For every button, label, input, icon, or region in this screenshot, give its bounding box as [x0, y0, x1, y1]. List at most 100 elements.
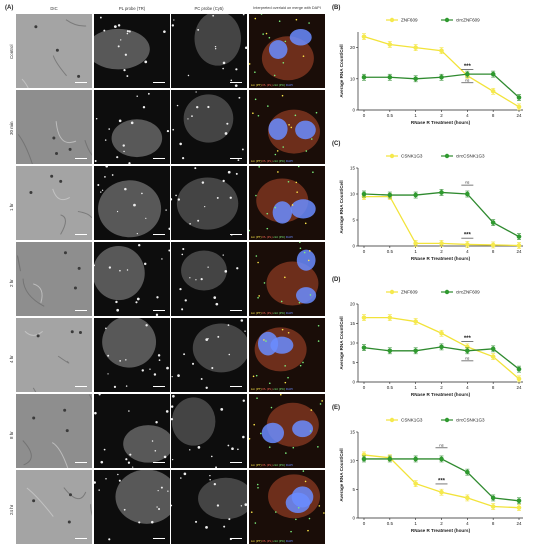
dic-image — [16, 14, 92, 88]
merge-image: Lin (PT) PL (PL) circ (PC) DAPI — [249, 470, 325, 544]
column-header-merge: Interpreted overlaid on merge with DAPI — [253, 6, 321, 10]
y-tick-label: 0 — [352, 380, 355, 385]
legend-label: circZNF609 — [456, 290, 480, 295]
data-point — [490, 88, 496, 94]
data-point — [516, 376, 522, 382]
data-point — [387, 192, 393, 198]
y-tick-label: 5 — [352, 487, 355, 492]
row-label: 1 hr — [9, 203, 14, 211]
data-point — [516, 498, 522, 504]
data-point — [387, 74, 393, 80]
legend-label: circCSNK1G3 — [456, 154, 485, 159]
x-tick-label: 4 — [466, 521, 469, 526]
y-tick-label: 15 — [350, 430, 356, 435]
pl-probe-image — [94, 394, 170, 468]
x-tick-label: 2 — [440, 521, 443, 526]
merge-caption-part: Lin (PT) — [251, 159, 263, 163]
merge-caption-part: PL (PL) — [262, 311, 274, 315]
data-point — [413, 76, 418, 82]
merge-caption-part: circ (PC) — [273, 311, 286, 315]
significance-label: *** — [464, 64, 472, 70]
scale-bar — [230, 386, 242, 387]
pc-probe-image — [171, 318, 247, 392]
significance-label: *** — [464, 233, 472, 239]
y-tick-label: 10 — [350, 341, 356, 346]
x-tick-label: 0.5 — [387, 521, 394, 526]
panel-label-e: (E) — [332, 405, 340, 411]
scale-bar — [75, 234, 87, 235]
scale-bar — [75, 386, 87, 387]
data-point — [439, 489, 444, 495]
data-point — [439, 330, 444, 336]
x-tick-label: 8 — [492, 249, 495, 254]
data-point — [516, 243, 522, 248]
x-axis-label: RNase R Treatment (hours) — [411, 120, 471, 125]
data-point — [439, 456, 444, 462]
scale-bar — [75, 158, 87, 159]
pl-probe-image — [94, 242, 170, 316]
data-point — [387, 42, 393, 47]
x-tick-label: 0.5 — [387, 113, 394, 118]
data-point — [413, 481, 418, 486]
merge-caption-part: PL (PL) — [262, 387, 274, 391]
x-tick-label: 0.5 — [387, 249, 394, 254]
y-tick-label: 10 — [350, 192, 356, 197]
significance-label: *** — [464, 336, 472, 342]
legend-label: circZNF609 — [456, 18, 480, 23]
pc-probe-image — [171, 394, 247, 468]
y-axis-label: Average RNA Count/Cell — [339, 44, 344, 97]
significance-label: ns — [465, 180, 469, 185]
dic-image — [16, 394, 92, 468]
y-axis-label: Average RNA Count/Cell — [339, 316, 344, 369]
column-header-pl-probe: PL probe (TR) — [118, 6, 146, 11]
pl-probe-image — [94, 470, 170, 544]
legend-label: circCSNK1G3 — [456, 418, 485, 423]
chart-e: 0 5 10 15 0 0.5 1 2 4 8 24 RNase R Treatment (hours… — [330, 410, 535, 540]
pc-probe-image — [171, 90, 247, 164]
significance-label: ns — [439, 442, 443, 447]
y-tick-label: 5 — [352, 218, 355, 223]
merge-caption-part: DAPI — [285, 387, 293, 391]
pl-probe-image — [94, 90, 170, 164]
data-point — [413, 319, 418, 324]
chart-c: 0 5 10 15 0 0.5 1 2 4 8 24 RNase R Treatment (hours… — [330, 146, 535, 268]
column-header-dic: DIC — [50, 6, 58, 11]
y-tick-label: 0 — [352, 108, 355, 113]
merge-caption: Lin (PT) PL (PL) circ (PC) DAPI — [251, 235, 293, 239]
series-line — [363, 346, 520, 370]
scale-bar — [153, 310, 165, 311]
x-tick-label: 24 — [516, 249, 522, 254]
x-tick-label: 4 — [466, 385, 469, 390]
x-axis-label: RNase R Treatment (hours) — [411, 256, 471, 261]
data-point — [465, 191, 470, 197]
row-label: 4 hr — [9, 355, 14, 363]
y-tick-label: 10 — [350, 76, 356, 81]
data-point — [465, 71, 470, 77]
y-tick-label: 20 — [350, 45, 356, 50]
data-point — [516, 505, 522, 510]
data-point — [387, 456, 393, 462]
data-point — [361, 456, 367, 462]
merge-caption-part: PL (PL) — [262, 83, 274, 87]
scale-bar — [230, 82, 242, 83]
y-tick-label: 0 — [352, 516, 355, 521]
row-label: 24 hr — [9, 504, 14, 515]
data-point — [465, 242, 470, 247]
legend-marker — [389, 417, 395, 423]
row-label: 2 hr — [9, 279, 14, 287]
merge-caption: Lin (PT) PL (PL) circ (PC) DAPI — [251, 387, 293, 391]
dic-image — [16, 166, 92, 240]
x-tick-label: 1 — [414, 385, 417, 390]
scale-bar — [230, 462, 242, 463]
significance-label: ns — [465, 355, 469, 360]
merge-caption-part: DAPI — [285, 235, 293, 239]
merge-caption: Lin (PT) PL (PL) circ (PC) DAPI — [251, 539, 293, 543]
merge-caption-part: PL (PL) — [262, 235, 274, 239]
merge-image: Lin (PT) PL (PL) circ (PC) DAPI — [249, 90, 325, 164]
legend-label: ZNF609 — [401, 18, 418, 23]
merge-image: Lin (PT) PL (PL) circ (PC) DAPI — [249, 394, 325, 468]
x-tick-label: 0.5 — [387, 385, 394, 390]
merge-caption-part: DAPI — [285, 159, 293, 163]
